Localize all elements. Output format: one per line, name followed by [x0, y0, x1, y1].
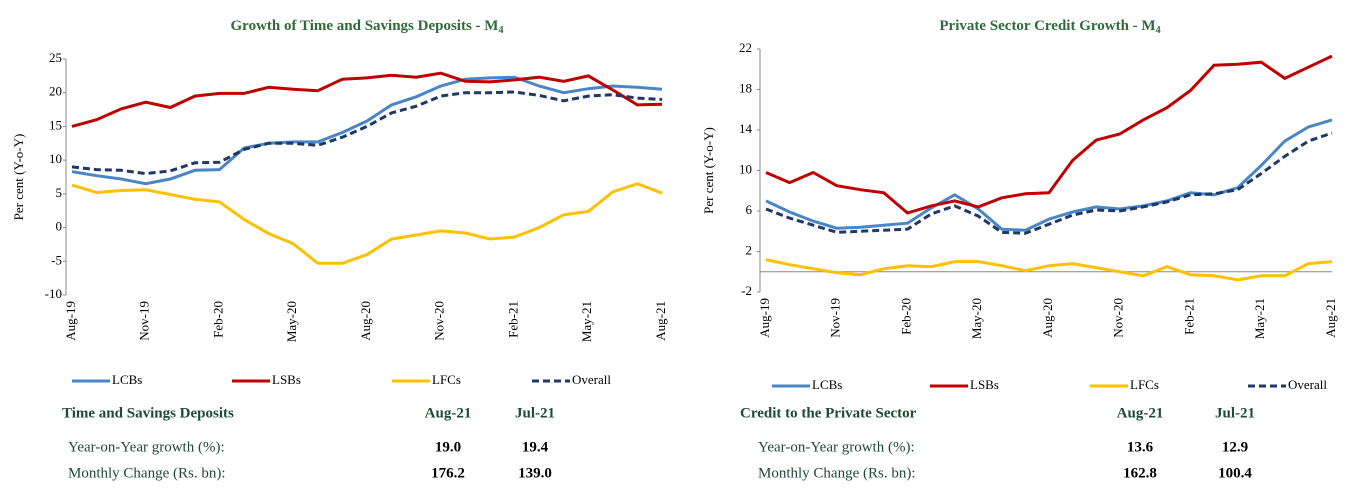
- x-tick-label: Nov-19: [828, 298, 843, 338]
- table-header: Time and Savings Deposits: [62, 405, 234, 421]
- table-label: Year-on-Year growth (%):: [68, 439, 225, 455]
- legend-label: LFCs: [1130, 377, 1159, 392]
- title-text: Private Sector Credit Growth - M: [939, 18, 1155, 34]
- series-line: [71, 71, 663, 128]
- table-header: Aug-21: [1117, 405, 1164, 421]
- x-tick-label: May-21: [1252, 298, 1267, 339]
- table-label: Year-on-Year growth (%):: [758, 439, 915, 455]
- y-tick-label: 22: [739, 40, 752, 55]
- x-tick-label: Aug-21: [653, 301, 668, 341]
- x-tick-label: Feb-21: [505, 301, 520, 338]
- series-line: [765, 258, 1333, 282]
- y-axis-label: Per cent (Y-o-Y): [701, 127, 716, 214]
- legend-label: LFCs: [432, 372, 461, 387]
- y-tick-label: -10: [45, 286, 62, 301]
- table-value: 19.0: [435, 439, 461, 455]
- x-tick-label: May-20: [284, 301, 299, 342]
- table-header: Jul-21: [515, 405, 555, 421]
- x-tick-label: May-21: [579, 301, 594, 342]
- table-value: 12.9: [1222, 439, 1248, 455]
- table-value: 13.6: [1127, 439, 1154, 455]
- x-tick-label: Aug-21: [1323, 298, 1338, 338]
- table-header: Aug-21: [425, 405, 472, 421]
- y-tick-label: 20: [49, 84, 62, 99]
- table-value: 162.8: [1123, 465, 1157, 481]
- y-tick-label: 14: [739, 121, 753, 136]
- chart-title: Growth of Time and Savings Deposits - M4: [231, 18, 504, 36]
- series-line: [765, 118, 1333, 232]
- series-line: [765, 54, 1333, 215]
- x-tick-label: Nov-20: [432, 301, 447, 341]
- table-label: Monthly Change (Rs. bn):: [68, 465, 226, 481]
- y-tick-label: 18: [739, 80, 752, 95]
- x-tick-label: Aug-19: [757, 298, 772, 338]
- legend-label: Overall: [1288, 377, 1327, 392]
- y-tick-label: 0: [56, 219, 63, 234]
- x-tick-label: May-20: [969, 298, 984, 339]
- y-axis-label: Per cent (Y-o-Y): [11, 134, 26, 221]
- series-line: [71, 90, 663, 176]
- y-tick-label: -2: [741, 283, 752, 298]
- table-value: 176.2: [431, 465, 465, 481]
- y-tick-label: 15: [49, 117, 62, 132]
- table-value: 19.4: [522, 439, 549, 455]
- x-tick-label: Feb-20: [898, 298, 913, 335]
- x-tick-label: Feb-21: [1181, 298, 1196, 335]
- series-line: [71, 182, 663, 265]
- table-header: Jul-21: [1215, 405, 1255, 421]
- y-tick-label: 2: [746, 242, 753, 257]
- legend-label: LSBs: [272, 372, 301, 387]
- x-tick-label: Aug-20: [1040, 298, 1055, 338]
- series-line: [71, 75, 663, 186]
- x-tick-label: Aug-19: [63, 301, 78, 341]
- table-header: Credit to the Private Sector: [740, 405, 917, 421]
- y-tick-label: 5: [56, 185, 63, 200]
- y-tick-label: 25: [49, 50, 62, 65]
- legend-label: Overall: [572, 372, 611, 387]
- x-tick-label: Feb-20: [210, 301, 225, 338]
- series-line: [765, 131, 1333, 235]
- legend-label: LCBs: [812, 377, 842, 392]
- x-tick-label: Nov-20: [1111, 298, 1126, 338]
- y-tick-label: 10: [739, 161, 752, 176]
- legend-label: LCBs: [112, 372, 142, 387]
- table-value: 100.4: [1218, 465, 1252, 481]
- table-label: Monthly Change (Rs. bn):: [758, 465, 916, 481]
- x-tick-label: Aug-20: [358, 301, 373, 341]
- y-tick-label: -5: [51, 252, 62, 267]
- title-subscript: 4: [1156, 25, 1161, 36]
- y-tick-label: 6: [746, 202, 753, 217]
- y-tick-label: 10: [49, 151, 62, 166]
- legend-label: LSBs: [970, 377, 999, 392]
- table-value: 139.0: [518, 465, 552, 481]
- x-tick-label: Nov-19: [137, 301, 152, 341]
- title-text: Growth of Time and Savings Deposits - M: [231, 18, 499, 34]
- title-subscript: 4: [498, 25, 503, 36]
- chart-title: Private Sector Credit Growth - M4: [939, 18, 1160, 36]
